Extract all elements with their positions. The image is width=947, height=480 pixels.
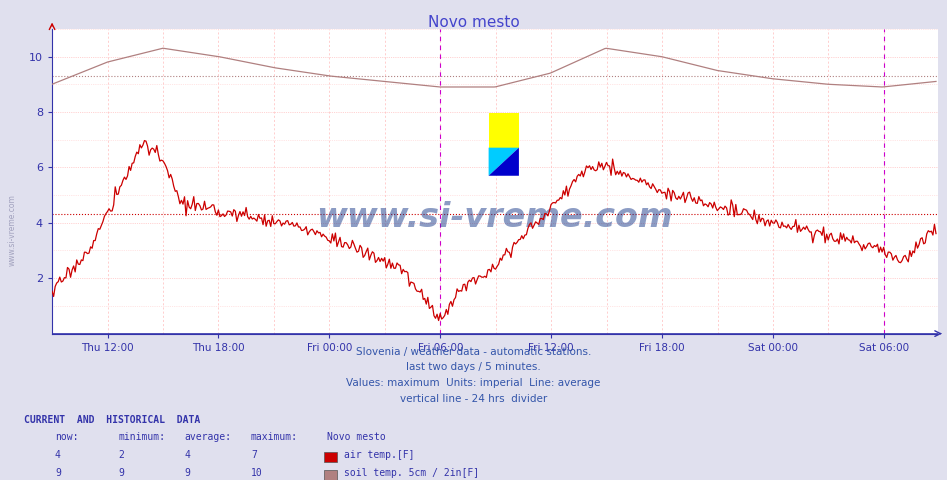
Text: www.si-vreme.com: www.si-vreme.com [316,201,673,234]
Text: 4: 4 [185,450,190,460]
Text: Novo mesto: Novo mesto [428,15,519,30]
Text: Slovenia / weather data - automatic stations.: Slovenia / weather data - automatic stat… [356,347,591,357]
Text: now:: now: [55,432,79,442]
Text: Values: maximum  Units: imperial  Line: average: Values: maximum Units: imperial Line: av… [347,378,600,388]
Text: 7: 7 [251,450,257,460]
Text: air temp.[F]: air temp.[F] [344,450,414,460]
Text: www.si-vreme.com: www.si-vreme.com [8,194,17,266]
Text: last two days / 5 minutes.: last two days / 5 minutes. [406,362,541,372]
Text: 9: 9 [55,468,61,479]
Text: soil temp. 5cm / 2in[F]: soil temp. 5cm / 2in[F] [344,468,479,479]
Text: 9: 9 [118,468,124,479]
Text: 4: 4 [55,450,61,460]
Text: CURRENT  AND  HISTORICAL  DATA: CURRENT AND HISTORICAL DATA [24,415,200,425]
Text: 10: 10 [251,468,262,479]
Text: vertical line - 24 hrs  divider: vertical line - 24 hrs divider [400,394,547,404]
Text: 9: 9 [185,468,190,479]
Text: maximum:: maximum: [251,432,298,442]
Text: minimum:: minimum: [118,432,166,442]
Text: average:: average: [185,432,232,442]
Text: 2: 2 [118,450,124,460]
Text: Novo mesto: Novo mesto [327,432,385,442]
